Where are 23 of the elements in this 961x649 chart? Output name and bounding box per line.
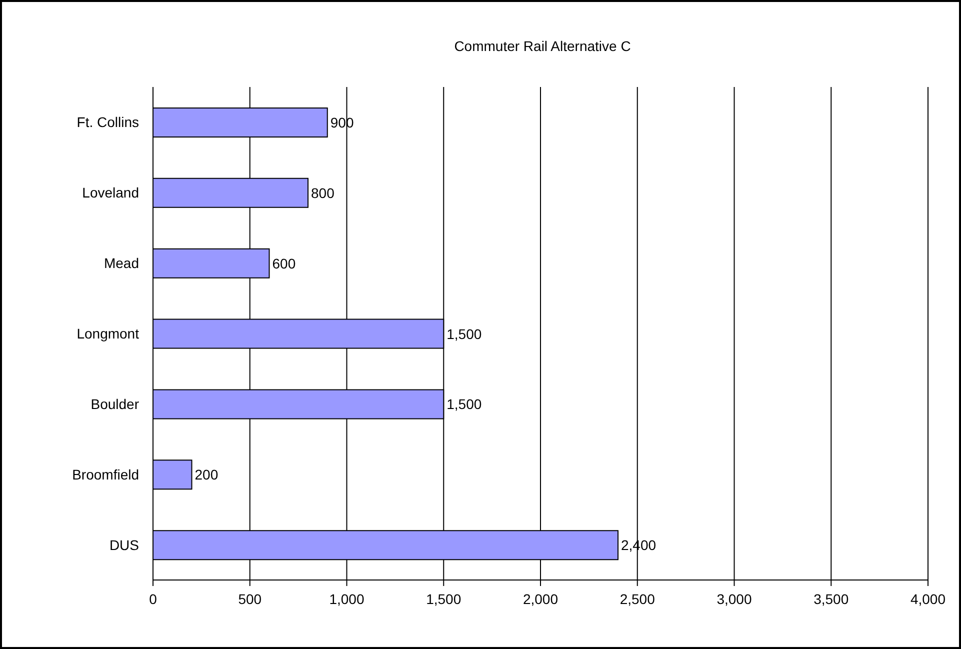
data-label: 800 [311,184,335,201]
y-tick-label: Longmont [76,325,140,342]
x-tick-label: 0 [149,590,158,607]
x-tick-label: 500 [238,590,262,607]
y-tick-label: Broomfield [72,466,139,482]
x-tick-label: 2,000 [522,590,558,607]
data-label: 1,500 [446,326,482,342]
y-tick-label: Loveland [82,184,139,201]
y-tick-label: Ft. Collins [76,114,139,130]
bar [153,460,192,490]
x-tick-label: 2,500 [620,590,656,607]
x-tick-label: 1,500 [426,590,462,607]
data-label: 1,500 [446,396,482,412]
x-tick-label: 4,000 [910,590,946,607]
x-tick-label: 1,000 [329,590,364,607]
chart-title: Commuter Rail Alternative C [453,38,632,54]
y-tick-label: Boulder [90,396,140,412]
x-tick-label: 3,500 [814,590,849,607]
y-tick-label: Mead [104,255,139,272]
x-tick-label: 3,000 [716,590,752,607]
data-label: 200 [194,466,218,483]
data-label: 600 [272,255,296,272]
y-tick-label: DUS [109,536,139,553]
